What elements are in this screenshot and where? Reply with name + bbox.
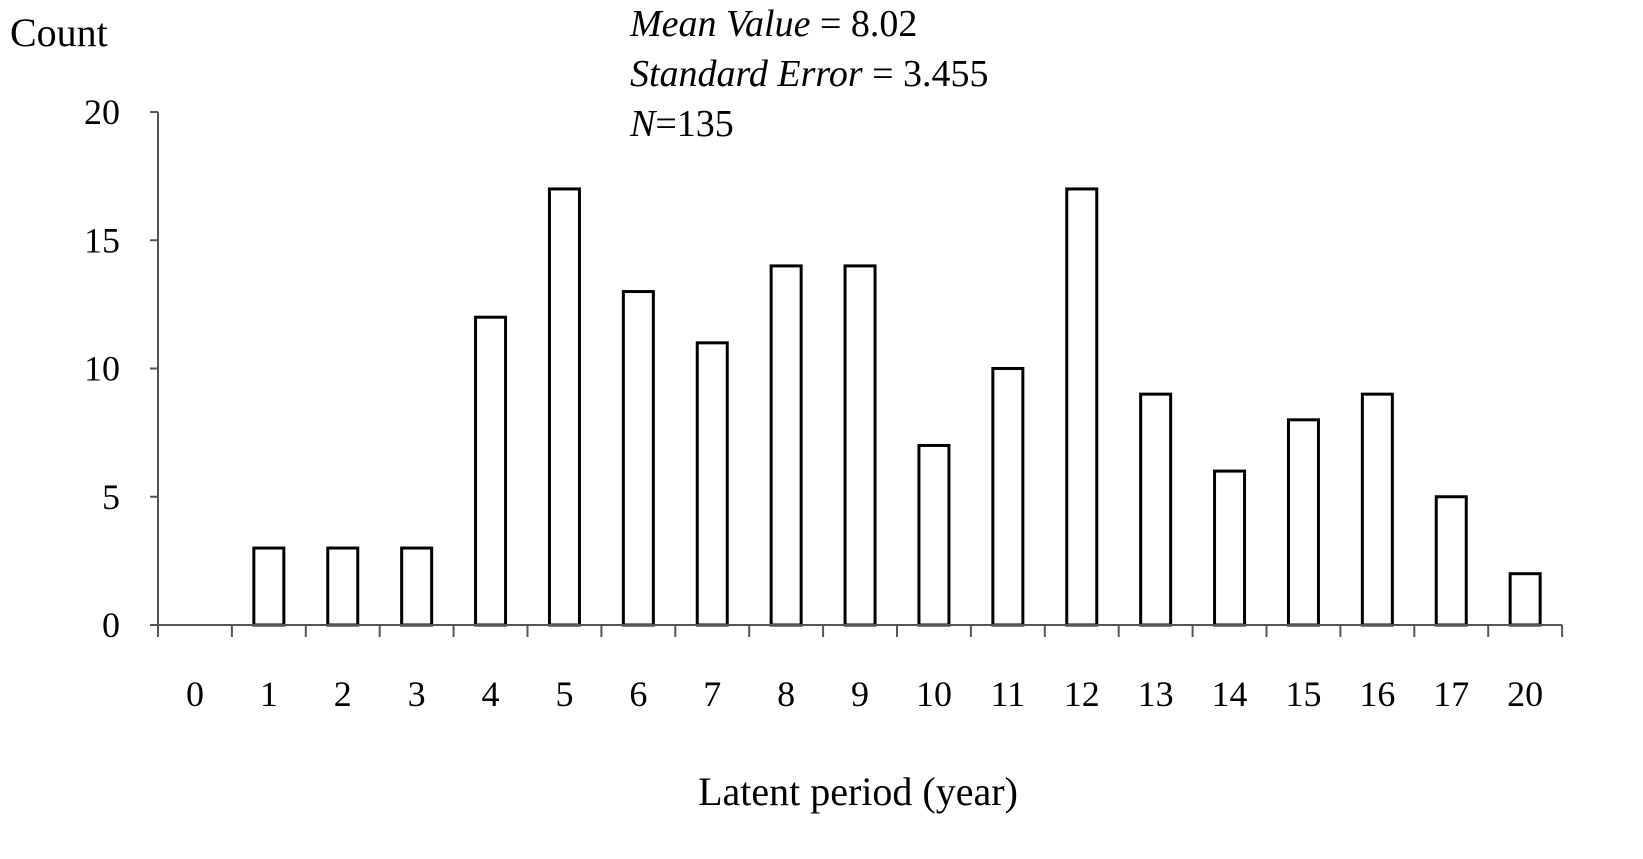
y-tick-label: 20 xyxy=(84,92,120,132)
bar-13 xyxy=(1139,392,1173,627)
stat-name: Standard Error xyxy=(630,53,863,95)
bar-10 xyxy=(917,443,951,627)
x-tick-label: 13 xyxy=(1138,674,1174,714)
x-tick-label: 17 xyxy=(1433,674,1469,714)
bar-3 xyxy=(400,546,434,627)
stat-line: Mean Value = 8.02 xyxy=(629,3,917,45)
x-tick-label: 11 xyxy=(991,674,1026,714)
bar-5 xyxy=(547,187,581,627)
bar-12 xyxy=(1065,187,1099,627)
y-tick-label: 5 xyxy=(102,477,120,517)
bar-1 xyxy=(252,546,286,627)
stat-value: = 3.455 xyxy=(863,53,989,95)
x-tick-label: 16 xyxy=(1359,674,1395,714)
bar-16 xyxy=(1360,392,1394,627)
x-tick-label: 10 xyxy=(916,674,952,714)
bar-11 xyxy=(991,367,1025,627)
bar-6 xyxy=(621,290,655,627)
stat-value: = 8.02 xyxy=(810,3,917,45)
stats-annotation: Mean Value = 8.02 Standard Error = 3.455 N… xyxy=(629,3,989,145)
bar-9 xyxy=(843,264,877,627)
bar-2 xyxy=(326,546,360,627)
bar-20 xyxy=(1508,572,1542,627)
axes-group xyxy=(150,111,1564,637)
x-tick-label: 4 xyxy=(482,674,500,714)
bar-14 xyxy=(1213,469,1247,627)
x-tick-labels: 0 1 2 3 4 5 6 7 8 9 10 11 12 13 14 15 16 17 20 xyxy=(186,674,1543,714)
bars-group xyxy=(252,187,1542,627)
y-tick-label: 10 xyxy=(84,349,120,389)
x-tick-label: 0 xyxy=(186,674,204,714)
x-tick-label: 5 xyxy=(555,674,573,714)
x-axis-title: Latent period (year) xyxy=(698,769,1018,814)
x-tick-label: 2 xyxy=(334,674,352,714)
x-tick-label: 7 xyxy=(703,674,721,714)
x-tick-label: 6 xyxy=(629,674,647,714)
x-tick-label: 9 xyxy=(851,674,869,714)
bar-17 xyxy=(1434,495,1468,627)
x-tick-label: 15 xyxy=(1285,674,1321,714)
y-tick-label: 15 xyxy=(84,220,120,260)
y-tick-label: 0 xyxy=(102,605,120,645)
x-tick-label: 20 xyxy=(1507,674,1543,714)
y-tick-labels: 0 5 10 15 20 xyxy=(84,92,120,645)
x-tick-label: 12 xyxy=(1064,674,1100,714)
stat-value: =135 xyxy=(655,103,733,145)
bar-4 xyxy=(474,315,508,627)
x-tick-label: 1 xyxy=(260,674,278,714)
x-tick-label: 14 xyxy=(1212,674,1248,714)
stat-line: N=135 xyxy=(629,103,734,145)
bar-8 xyxy=(769,264,803,627)
stat-line: Standard Error = 3.455 xyxy=(630,53,989,95)
x-tick-label: 3 xyxy=(408,674,426,714)
bar-15 xyxy=(1286,418,1320,627)
stat-name: Mean Value xyxy=(629,3,811,45)
bar-7 xyxy=(695,341,729,627)
stat-name: N xyxy=(629,103,658,145)
x-tick-label: 8 xyxy=(777,674,795,714)
y-axis-title: Count xyxy=(10,10,108,55)
